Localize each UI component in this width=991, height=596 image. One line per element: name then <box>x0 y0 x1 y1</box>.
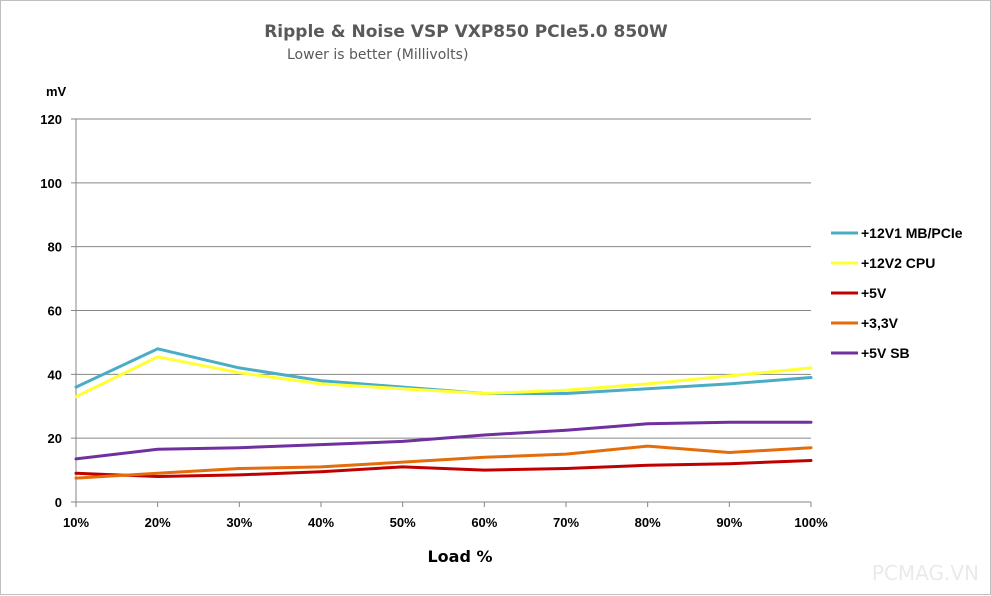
x-tick-label: 90% <box>716 515 742 530</box>
axes: 0 20 40 60 80 100 120 10% 20% 30% 40% 50% 60% 70% 80% 9… <box>40 112 828 530</box>
x-tick-label: 80% <box>635 515 661 530</box>
series-line-3 <box>74 444 813 480</box>
chart-subtitle: Lower is better (Millivolts) <box>287 47 468 63</box>
legend-label: +5V SB <box>861 345 910 361</box>
x-tick-label: 50% <box>390 515 416 530</box>
x-tick-label: 10% <box>63 515 89 530</box>
legend-label: +12V2 CPU <box>861 255 935 271</box>
series-line-2 <box>74 459 813 478</box>
watermark: PCMAG.VN <box>872 561 979 585</box>
y-tick-label: 100 <box>40 176 62 191</box>
series-line-0 <box>74 347 813 395</box>
x-tick-label: 20% <box>145 515 171 530</box>
y-tick-label: 40 <box>48 367 62 382</box>
gridlines <box>76 118 811 439</box>
y-tick-label: 60 <box>48 304 62 319</box>
x-tick-label: 40% <box>308 515 334 530</box>
series-lines <box>74 347 813 480</box>
x-tick-label: 30% <box>226 515 252 530</box>
chart-title: Ripple & Noise VSP VXP850 PCIe5.0 850W <box>264 22 668 42</box>
y-tick-label: 80 <box>48 240 62 255</box>
legend-label: +5V <box>861 285 887 301</box>
series-line-4 <box>74 420 813 461</box>
x-axis-label: Load % <box>427 547 492 566</box>
series-line-1 <box>74 355 813 399</box>
y-tick-label: 120 <box>40 112 62 127</box>
y-tick-label: 0 <box>55 495 62 510</box>
y-unit-label: mV <box>46 84 67 99</box>
legend: +12V1 MB/PCIe +12V2 CPU +5V +3,3V +5V SB <box>831 225 963 361</box>
legend-label: +3,3V <box>861 315 899 331</box>
y-tick-label: 20 <box>48 431 62 446</box>
x-tick-label: 70% <box>553 515 579 530</box>
x-tick-label: 100% <box>794 515 828 530</box>
x-tick-label: 60% <box>471 515 497 530</box>
legend-label: +12V1 MB/PCIe <box>861 225 963 241</box>
